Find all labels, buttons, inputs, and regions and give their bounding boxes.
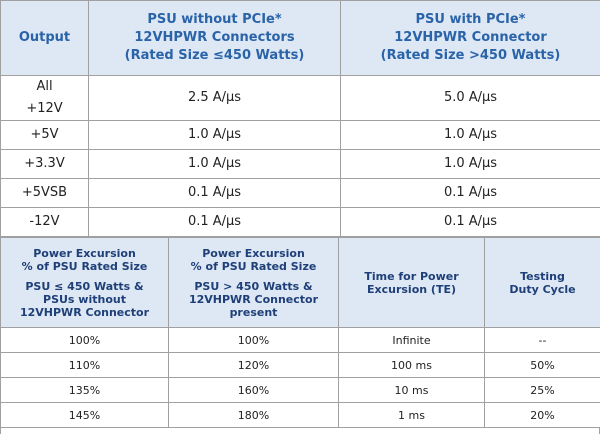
text-line: (Rated Size ≤450 Watts) <box>124 48 305 63</box>
power-excursion-table: Power Excursion% of PSU Rated Size PSU ≤ … <box>0 237 600 428</box>
data-row: 110% 120% 100 ms 50% <box>0 352 600 378</box>
header-cell: Power Excursion% of PSU Rated Size PSU ≤ … <box>0 237 169 328</box>
text-line: % of PSU Rated Size <box>21 259 148 273</box>
data-cell: 1.0 A/μs <box>88 149 341 179</box>
text-line: PSU ≤ 450 Watts & <box>25 279 144 293</box>
data-cell: 5.0 A/μs <box>340 75 600 121</box>
data-cell: +5V <box>0 120 89 150</box>
text-line: Duty Cycle <box>509 282 576 296</box>
data-cell: 2.5 A/μs <box>88 75 341 121</box>
paragraph: Time for Power Excursion (TE) <box>339 270 484 296</box>
text-line: Excursion (TE) <box>367 282 456 296</box>
text-line: All <box>36 79 53 94</box>
data-row: 135% 160% 10 ms 25% <box>0 377 600 403</box>
data-row: 100% 100% Infinite -- <box>0 327 600 353</box>
data-cell: 110% <box>0 352 169 378</box>
text-line: 12VHPWR Connectors <box>134 30 295 45</box>
data-cell: 135% <box>0 377 169 403</box>
data-cell: 100 ms <box>338 352 485 378</box>
data-cell: 0.1 A/μs <box>88 207 341 237</box>
data-cell: 1.0 A/μs <box>340 149 600 179</box>
paragraph: Power Excursion% of PSU Rated Size <box>169 247 338 273</box>
text-line: Time for Power <box>364 269 459 283</box>
header-cell: PSU without PCIe* 12VHPWR Connectors (Rate… <box>88 0 341 76</box>
paragraph: Power Excursion% of PSU Rated Size <box>1 247 168 273</box>
data-cell: -- <box>484 327 600 353</box>
text-line: PSU with PCIe* <box>415 12 526 27</box>
header-cell: PSU with PCIe* 12VHPWR Connector (Rated Si… <box>340 0 600 76</box>
header-cell: Time for Power Excursion (TE) <box>338 237 485 328</box>
slew-rate-table: Output PSU without PCIe* 12VHPWR Connector… <box>0 0 600 237</box>
text-line: present <box>229 305 278 319</box>
text-line: 12VHPWR Connector <box>188 292 319 306</box>
data-cell: Infinite <box>338 327 485 353</box>
data-cell: 50% <box>484 352 600 378</box>
data-cell: +5VSB <box>0 178 89 208</box>
data-cell: 25% <box>484 377 600 403</box>
paragraph: Testing Duty Cycle <box>485 270 600 296</box>
text-line: 12VHPWR Connector <box>19 305 150 319</box>
paragraph: PSU ≤ 450 Watts & PSUs without 12VHPWR Con… <box>1 280 168 319</box>
text-line: PSU > 450 Watts & <box>194 279 313 293</box>
data-row: +5VSB 0.1 A/μs 0.1 A/μs <box>0 178 600 208</box>
table-continuation <box>0 428 600 434</box>
header-row: Output PSU without PCIe* 12VHPWR Connector… <box>0 0 600 76</box>
text-line: PSU without PCIe* <box>147 12 282 27</box>
data-cell: +3.3V <box>0 149 89 179</box>
data-cell: 160% <box>168 377 339 403</box>
text-line: Power Excursion <box>202 246 305 260</box>
text-line: +12V <box>26 101 63 116</box>
paragraph: PSU > 450 Watts & 12VHPWR Connector presen… <box>169 280 338 319</box>
data-row: -12V 0.1 A/μs 0.1 A/μs <box>0 207 600 237</box>
data-cell: 145% <box>0 402 169 428</box>
data-cell: 0.1 A/μs <box>340 178 600 208</box>
data-cell: 0.1 A/μs <box>88 178 341 208</box>
data-cell: 120% <box>168 352 339 378</box>
text-line: Testing <box>520 269 565 283</box>
data-cell: All +12V <box>0 75 89 121</box>
data-row: All +12V 2.5 A/μs 5.0 A/μs <box>0 75 600 121</box>
text-line: % of PSU Rated Size <box>190 259 317 273</box>
text-line: PSUs without <box>43 292 126 306</box>
data-cell: 1.0 A/μs <box>88 120 341 150</box>
data-row: +5V 1.0 A/μs 1.0 A/μs <box>0 120 600 150</box>
data-cell: 180% <box>168 402 339 428</box>
data-cell: -12V <box>0 207 89 237</box>
data-cell: 1.0 A/μs <box>340 120 600 150</box>
header-row: Power Excursion% of PSU Rated Size PSU ≤ … <box>0 237 600 328</box>
header-cell: Output <box>0 0 89 76</box>
data-cell: 100% <box>0 327 169 353</box>
header-cell: Testing Duty Cycle <box>484 237 600 328</box>
data-cell: 100% <box>168 327 339 353</box>
data-cell: 10 ms <box>338 377 485 403</box>
data-cell: 1 ms <box>338 402 485 428</box>
text-line: 12VHPWR Connector <box>394 30 547 45</box>
header-cell: Power Excursion% of PSU Rated Size PSU > … <box>168 237 339 328</box>
data-cell: 20% <box>484 402 600 428</box>
text-line: (Rated Size >450 Watts) <box>380 48 561 63</box>
text-line: Output <box>18 30 71 45</box>
text-line: Power Excursion <box>33 246 136 260</box>
data-cell: 0.1 A/μs <box>340 207 600 237</box>
data-row: +3.3V 1.0 A/μs 1.0 A/μs <box>0 149 600 179</box>
data-row: 145% 180% 1 ms 20% <box>0 402 600 428</box>
